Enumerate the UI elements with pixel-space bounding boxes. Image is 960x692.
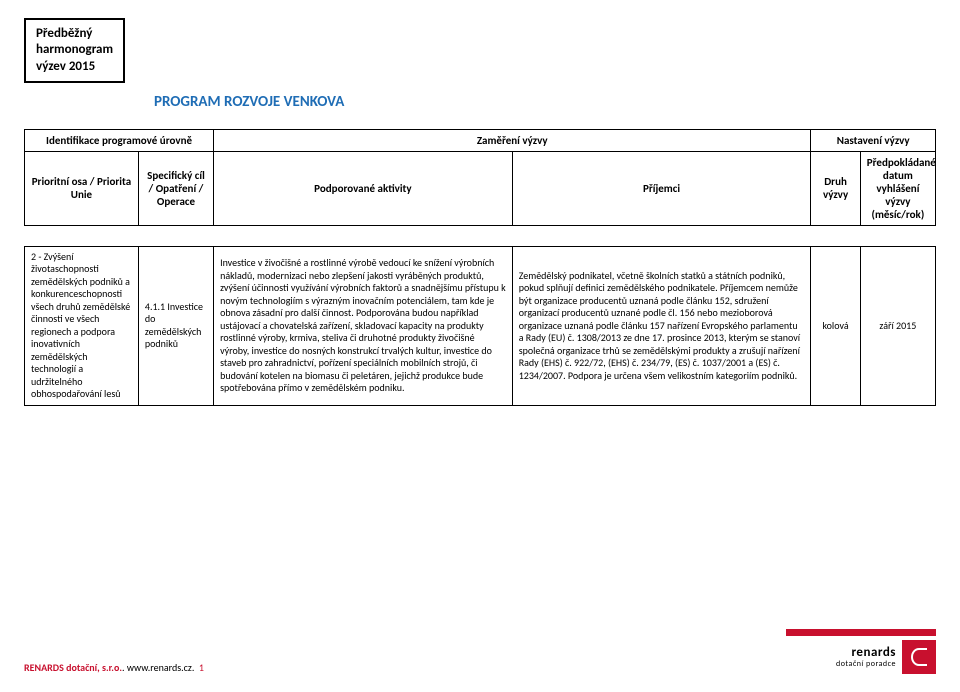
- th-setup: Nastavení výzvy: [811, 129, 936, 151]
- footer-url: www.renards.cz: [127, 661, 192, 674]
- cell-date: září 2015: [860, 246, 935, 405]
- data-table: 2 - Zvýšení životaschopnosti zemědělskýc…: [24, 246, 936, 406]
- th-activity: Podporované aktivity: [214, 151, 513, 225]
- logo-mark-icon: [902, 640, 936, 674]
- program-title: PROGRAM ROZVOJE VENKOVA: [154, 93, 936, 111]
- logo-text: renards dotační poradce: [836, 640, 902, 674]
- th-focus: Zaměření výzvy: [214, 129, 811, 151]
- table-row: 2 - Zvýšení životaschopnosti zemědělskýc…: [25, 246, 936, 405]
- header-row-1: Identifikace programové úrovně Zaměření …: [25, 129, 936, 151]
- th-recipients: Příjemci: [512, 151, 811, 225]
- th-date: Předpokládané datum vyhlášení výzvy (měs…: [860, 151, 935, 225]
- header-row-2: Prioritní osa / Priorita Unie Specifický…: [25, 151, 936, 225]
- footer-logo: renards dotační poradce: [786, 629, 936, 674]
- logo-body: renards dotační poradce: [836, 640, 936, 674]
- logo-sub: dotační poradce: [836, 660, 896, 668]
- footer: RENARDS dotační, s.r.o.. www.renards.cz.…: [24, 629, 936, 674]
- th-type: Druh výzvy: [811, 151, 860, 225]
- cell-activity: Investice v živočišné a rostlinné výrobě…: [214, 246, 513, 405]
- logo-main: renards: [851, 646, 896, 660]
- footer-text: RENARDS dotační, s.r.o.. www.renards.cz.…: [24, 661, 204, 674]
- footer-dot: .: [192, 661, 195, 674]
- footer-page: 1: [199, 661, 204, 674]
- th-ident: Identifikace programové úrovně: [25, 129, 214, 151]
- cell-priority: 2 - Zvýšení životaschopnosti zemědělskýc…: [25, 246, 139, 405]
- header-line2: harmonogram: [36, 42, 113, 57]
- cell-specific: 4.1.1 Investice do zemědělských podniků: [138, 246, 213, 405]
- cell-type: kolová: [811, 246, 860, 405]
- header-table: Identifikace programové úrovně Zaměření …: [24, 129, 936, 226]
- footer-brand: RENARDS dotační, s.r.o.: [24, 661, 122, 674]
- logo-bar-icon: [786, 629, 936, 636]
- th-specific: Specifický cíl / Opatření / Operace: [138, 151, 213, 225]
- page-header-box: Předběžný harmonogram výzev 2015: [24, 18, 125, 83]
- cell-recipients: Zemědělský podnikatel, včetně školních s…: [512, 246, 811, 405]
- header-line1: Předběžný: [36, 26, 92, 41]
- th-priority: Prioritní osa / Priorita Unie: [25, 151, 139, 225]
- header-line3: výzev 2015: [36, 59, 95, 74]
